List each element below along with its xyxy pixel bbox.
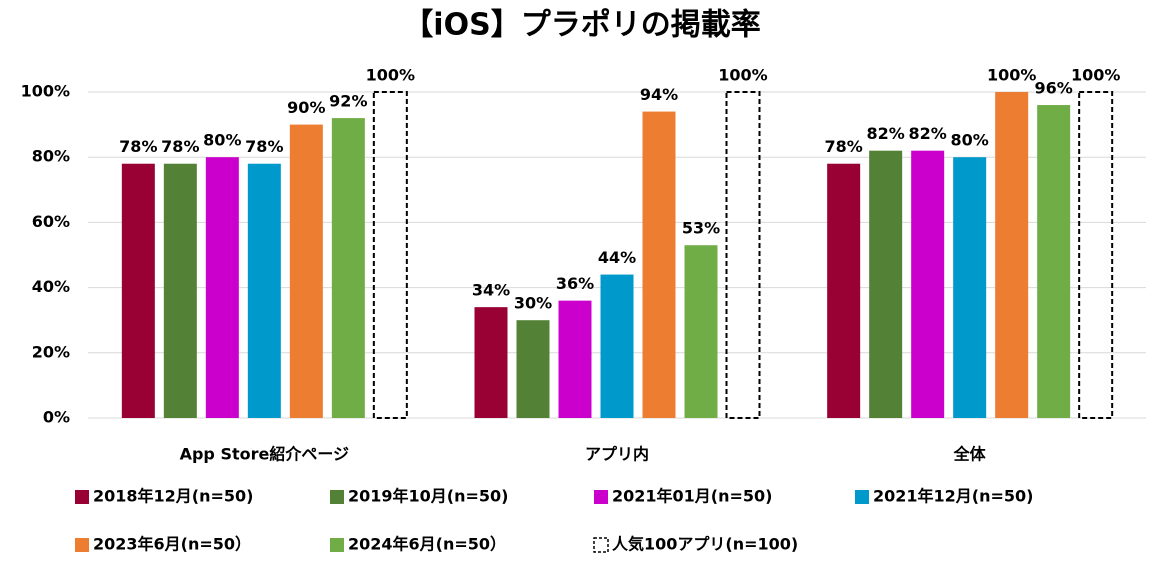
value-label: 80% bbox=[203, 131, 241, 150]
legend-swatch bbox=[330, 538, 344, 552]
bar bbox=[331, 118, 365, 418]
legend-swatch bbox=[330, 490, 344, 504]
bar bbox=[600, 274, 634, 418]
bar bbox=[372, 91, 408, 419]
value-label: 82% bbox=[909, 124, 947, 143]
y-tick-label: 20% bbox=[32, 342, 70, 361]
value-label: 78% bbox=[161, 137, 199, 156]
x-tick-label: App Store紹介ページ bbox=[180, 445, 349, 464]
bar bbox=[684, 245, 718, 418]
bar bbox=[516, 320, 550, 418]
bar bbox=[953, 157, 987, 418]
bar bbox=[163, 163, 197, 418]
bar bbox=[911, 150, 945, 418]
bar bbox=[474, 307, 508, 418]
legend-label: 2024年6月(n=50） bbox=[348, 535, 506, 554]
value-label: 53% bbox=[682, 219, 720, 238]
value-label: 78% bbox=[119, 137, 157, 156]
value-label: 82% bbox=[867, 124, 905, 143]
bar bbox=[725, 91, 761, 419]
value-label: 36% bbox=[556, 274, 594, 293]
y-tick-label: 0% bbox=[43, 408, 70, 427]
bar bbox=[289, 124, 323, 418]
y-tick-label: 100% bbox=[21, 82, 70, 101]
legend-label: 2018年12月(n=50) bbox=[93, 487, 254, 506]
value-label: 78% bbox=[825, 137, 863, 156]
value-label: 90% bbox=[287, 98, 325, 117]
bar bbox=[247, 163, 281, 418]
bar bbox=[995, 92, 1029, 418]
y-tick-label: 40% bbox=[32, 277, 70, 296]
chart-title: 【iOS】プラポリの掲載率 bbox=[403, 8, 760, 43]
value-label: 92% bbox=[329, 92, 367, 111]
value-label: 100% bbox=[366, 66, 415, 85]
value-label: 100% bbox=[1071, 66, 1120, 85]
value-label: 94% bbox=[640, 85, 678, 104]
value-label: 100% bbox=[718, 66, 767, 85]
value-label: 100% bbox=[987, 66, 1036, 85]
value-label: 34% bbox=[472, 281, 510, 300]
legend-label: 2021年12月(n=50) bbox=[873, 487, 1034, 506]
bar bbox=[827, 163, 861, 418]
bar bbox=[642, 111, 676, 418]
bar bbox=[1078, 91, 1114, 419]
legend-swatch bbox=[75, 538, 89, 552]
value-label: 78% bbox=[245, 137, 283, 156]
legend-swatch bbox=[75, 490, 89, 504]
value-label: 80% bbox=[951, 131, 989, 150]
legend-label: 2019年10月(n=50) bbox=[348, 487, 509, 506]
bar bbox=[1037, 105, 1071, 418]
value-label: 30% bbox=[514, 294, 552, 313]
value-label: 96% bbox=[1035, 79, 1073, 98]
x-tick-label: 全体 bbox=[953, 445, 987, 464]
bar bbox=[558, 300, 592, 418]
legend-label: 人気100アプリ(n=100) bbox=[612, 535, 798, 554]
legend-label: 2023年6月(n=50） bbox=[93, 535, 251, 554]
value-label: 44% bbox=[598, 248, 636, 267]
bar bbox=[121, 163, 155, 418]
legend-swatch bbox=[855, 490, 869, 504]
legend-swatch bbox=[593, 537, 609, 553]
x-tick-label: アプリ内 bbox=[585, 445, 649, 464]
bar bbox=[869, 150, 903, 418]
y-tick-label: 80% bbox=[32, 147, 70, 166]
legend-swatch bbox=[594, 490, 608, 504]
y-tick-label: 60% bbox=[32, 212, 70, 231]
bar bbox=[205, 157, 239, 418]
legend-label: 2021年01月(n=50) bbox=[612, 487, 773, 506]
